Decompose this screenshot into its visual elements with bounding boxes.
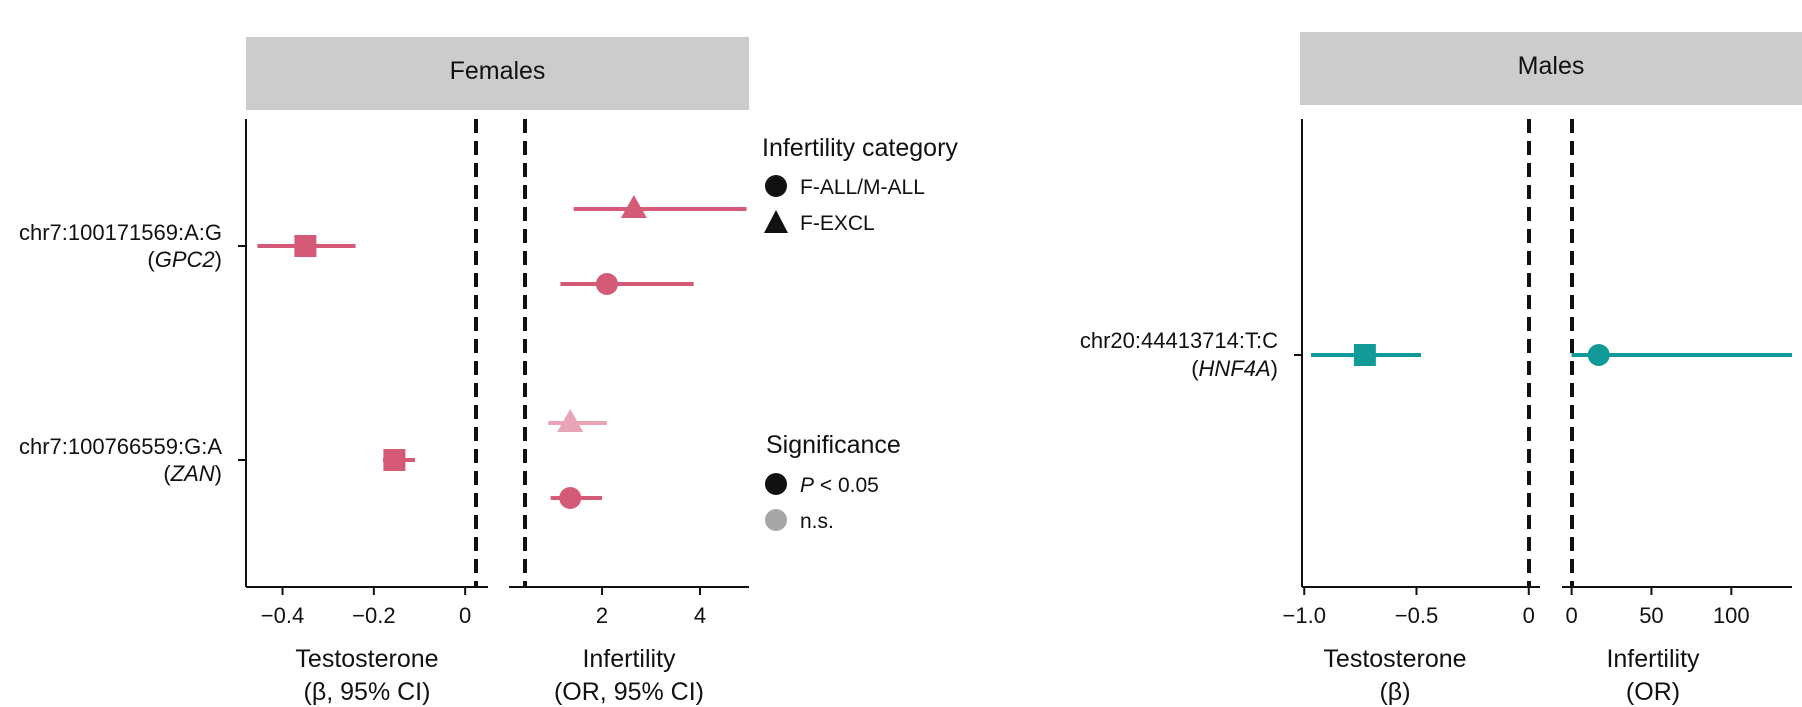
- males-testosterone-tick-label: −1.0: [1283, 603, 1326, 628]
- females-panel: Females chr7:100171569:A:G (GPC2) chr7:1…: [19, 37, 749, 706]
- males-strip: [1300, 32, 1802, 105]
- females-strip-label: Females: [450, 57, 546, 85]
- males-testosterone-tick-label: 0: [1523, 603, 1535, 628]
- males-testosterone-ticks: −1.0 −0.5 0: [1283, 587, 1535, 628]
- legend-category-label-all: F-ALL/M-ALL: [800, 176, 925, 199]
- females-infertility-axis-title: Infertility: [582, 645, 676, 673]
- females-infertility-marks: [548, 195, 747, 509]
- legend-circle-icon: [765, 175, 787, 197]
- gene-label-hnf4a: (HNF4A): [1191, 356, 1278, 381]
- variant-label-zan: chr7:100766559:G:A: [19, 434, 222, 459]
- legend-significance-title: Significance: [766, 431, 901, 459]
- females-testosterone-tick-label: 0: [459, 603, 471, 628]
- legend-not-significant-label: n.s.: [800, 510, 834, 533]
- females-infertility-tick-label: 4: [694, 603, 706, 628]
- males-testosterone-axis-title: Testosterone: [1323, 645, 1466, 673]
- females-infertility-tick-label: 2: [596, 603, 608, 628]
- legend-triangle-icon: [764, 210, 788, 233]
- females-testosterone-ticks: −0.4 −0.2 0: [261, 587, 471, 628]
- females-infertility-point-circle: [559, 487, 582, 509]
- legend-not-significant-icon: [765, 509, 787, 531]
- legend: Infertility category F-ALL/M-ALL F-EXCL …: [762, 134, 958, 533]
- females-infertility-point-circle: [595, 273, 618, 295]
- females-testosterone-axis-subtitle: (β, 95% CI): [304, 678, 431, 706]
- males-infertility-marks: [1571, 344, 1792, 366]
- males-infertility-tick-label: 100: [1713, 603, 1750, 628]
- females-testosterone-point-square: [294, 235, 317, 257]
- females-infertility-axis-subtitle: (OR, 95% CI): [554, 678, 704, 706]
- males-infertility-tick-label: 0: [1565, 603, 1577, 628]
- males-panel: Males chr20:44413714:T:C (HNF4A) −1.0 −0.…: [1080, 32, 1802, 706]
- males-infertility-axis-title: Infertility: [1606, 645, 1700, 673]
- males-testosterone-marks: [1310, 344, 1421, 366]
- females-strip: [246, 37, 749, 110]
- legend-category-title: Infertility category: [762, 134, 958, 162]
- females-testosterone-marks: [257, 235, 415, 471]
- legend-category-label-excl: F-EXCL: [800, 212, 875, 235]
- males-infertility-point-circle: [1587, 344, 1610, 366]
- females-testosterone-axis-title: Testosterone: [295, 645, 438, 673]
- gene-label-gpc2: (GPC2): [147, 247, 222, 272]
- females-infertility-point-triangle: [557, 409, 584, 432]
- females-testosterone-tick-label: −0.2: [352, 603, 395, 628]
- females-testosterone-tick-label: −0.4: [261, 603, 304, 628]
- males-strip-label: Males: [1518, 52, 1585, 80]
- males-infertility-ticks: 0 50 100: [1565, 587, 1750, 628]
- males-infertility-axis-subtitle: (OR): [1626, 678, 1680, 706]
- males-infertility-tick-label: 50: [1639, 603, 1663, 628]
- variant-label-hnf4a: chr20:44413714:T:C: [1080, 328, 1278, 353]
- legend-significant-label: P < 0.05: [800, 474, 879, 497]
- females-testosterone-point-square: [383, 449, 406, 471]
- males-testosterone-tick-label: −0.5: [1395, 603, 1438, 628]
- legend-significant-icon: [765, 473, 787, 495]
- gene-label-zan: (ZAN): [163, 461, 222, 486]
- females-infertility-point-triangle: [620, 195, 647, 218]
- variant-label-gpc2: chr7:100171569:A:G: [19, 220, 222, 245]
- males-testosterone-axis-subtitle: (β): [1379, 678, 1410, 706]
- males-testosterone-point-square: [1353, 344, 1376, 366]
